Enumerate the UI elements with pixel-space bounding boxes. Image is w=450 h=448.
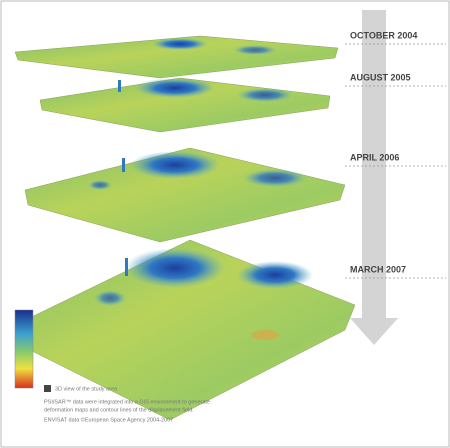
caption-line: ENVISAT data ©European Space Agency 2004…: [44, 416, 173, 423]
legend-swatch: [44, 385, 51, 392]
colorbar: [15, 310, 33, 388]
surface-layer: [15, 36, 338, 78]
figure: OCTOBER 2004 AUGUST 2005 APRIL 2006 MARCH 2…: [0, 0, 450, 448]
layer-label: APRIL 2006: [350, 152, 399, 162]
surface-layer: [15, 240, 355, 420]
layer-label: AUGUST 2005: [350, 72, 411, 82]
legend-label: 3D view of the study area: [55, 386, 118, 392]
surface-layer: [40, 78, 330, 132]
caption-line: deformation maps and contour lines of th…: [44, 407, 194, 413]
figure-svg: OCTOBER 2004 AUGUST 2005 APRIL 2006 MARCH 2…: [0, 0, 450, 448]
caption-line: PSI/SAR™ data were integrated into a GIS…: [44, 399, 210, 405]
layer-label: OCTOBER 2004: [350, 30, 417, 40]
surface-layer: [25, 148, 345, 242]
time-arrow: [350, 10, 398, 345]
layer-label: MARCH 2007: [350, 264, 406, 274]
